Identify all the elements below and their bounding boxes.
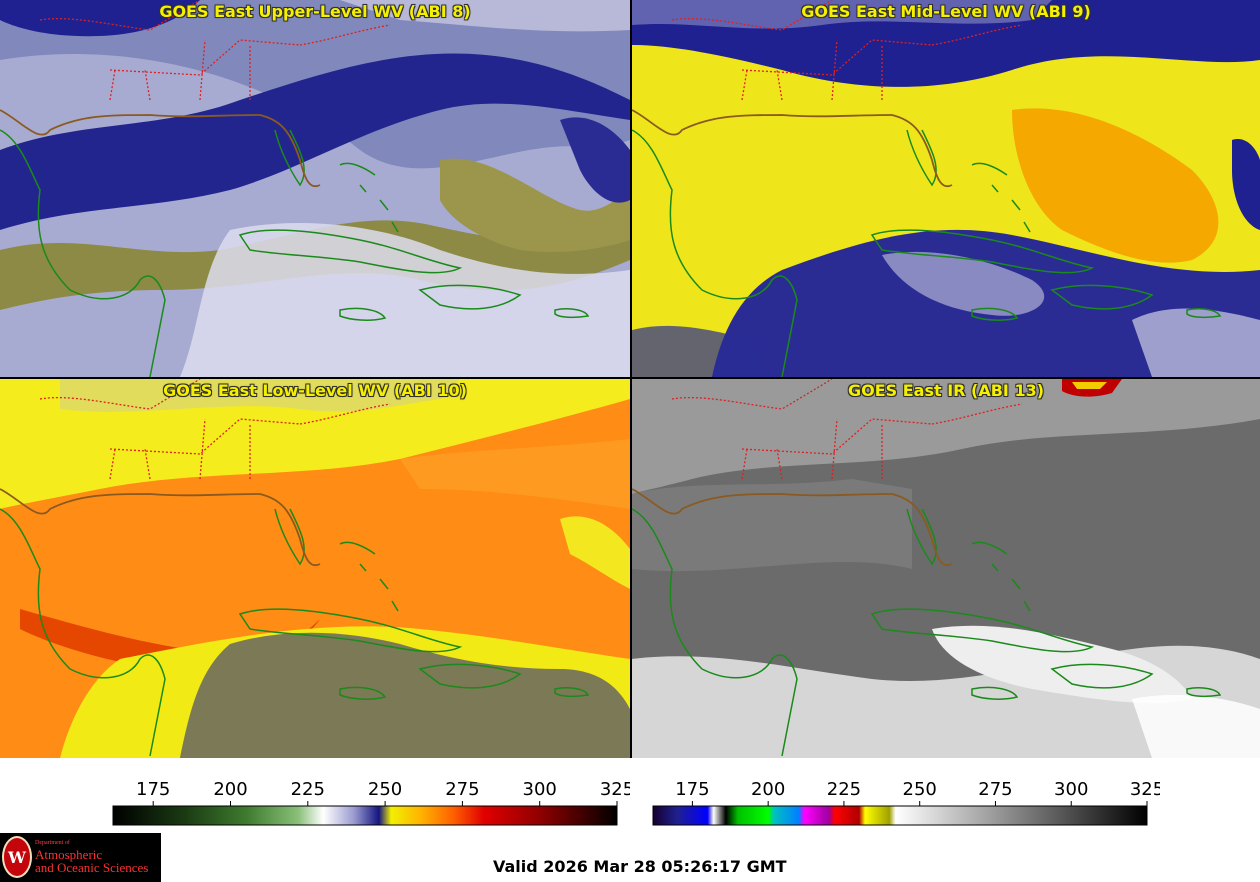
- state-border: [741, 418, 933, 455]
- coastline: [906, 129, 937, 187]
- coastline: [1050, 663, 1154, 689]
- coastline: [554, 687, 590, 698]
- coastline: [1186, 308, 1222, 319]
- state-border: [39, 0, 201, 31]
- coastline: [418, 284, 522, 310]
- coastline: [238, 229, 463, 274]
- state-border: [109, 418, 301, 455]
- coastline: [971, 686, 1019, 700]
- us-coastline: [632, 109, 953, 188]
- colorbar-gradient: [112, 805, 618, 826]
- state-border: [39, 379, 201, 410]
- uw-seal-icon: W: [2, 836, 32, 878]
- coastline: [632, 508, 798, 757]
- panel-title: GOES East IR (ABI 13): [847, 381, 1045, 400]
- colorbar-wv-svg: 175 200 225 250 275 300 325: [112, 779, 630, 826]
- panel-upper-level-wv: GOES East Upper-Level WV (ABI 8): [0, 0, 630, 377]
- colorbar-tick-label: 325: [600, 779, 630, 800]
- state-border: [109, 39, 301, 76]
- state-border: [671, 379, 833, 410]
- panel-title: GOES East Low-Level WV (ABI 10): [163, 381, 467, 400]
- colorbar-tick-label: 275: [445, 779, 479, 800]
- valid-time: Valid 2026 Mar 28 05:26:17 GMT: [493, 857, 787, 876]
- coastline: [870, 608, 1095, 653]
- coastline: [339, 162, 399, 233]
- ir-imagery: [632, 379, 1260, 758]
- us-coastline: [632, 488, 953, 567]
- map-outlines: [0, 379, 590, 757]
- coastline: [870, 229, 1095, 274]
- upper-level-wv-imagery: [0, 0, 630, 377]
- coastline: [971, 162, 1031, 233]
- colorbar-tick-label: 300: [523, 779, 557, 800]
- map-outlines: [632, 0, 1222, 377]
- coastline: [418, 663, 522, 689]
- us-coastline: [0, 488, 321, 567]
- panel-low-level-wv: GOES East Low-Level WV (ABI 10): [0, 379, 630, 758]
- coastline: [339, 307, 387, 321]
- panel-divider-vertical: [630, 0, 632, 758]
- aos-logo: W Department of Atmospheric and Oceanic …: [0, 833, 161, 882]
- map-outlines: [632, 379, 1222, 757]
- state-border: [671, 0, 833, 31]
- colorbar-wv: 175 200 225 250 275 300 325: [100, 770, 630, 830]
- state-border: [931, 24, 1023, 46]
- coastline: [554, 308, 590, 319]
- state-border: [931, 403, 1023, 425]
- state-border: [299, 24, 391, 46]
- coastline: [339, 541, 399, 612]
- us-coastline: [0, 109, 321, 188]
- colorbar-tick-label: 225: [827, 779, 861, 800]
- coastline: [632, 129, 798, 377]
- coastline: [971, 541, 1031, 612]
- colorbar-tick-label: 175: [136, 779, 170, 800]
- map-outlines: [0, 0, 590, 377]
- mid-level-wv-imagery: [632, 0, 1260, 377]
- panel-title: GOES East Upper-Level WV (ABI 8): [159, 2, 471, 21]
- coastline: [1050, 284, 1154, 310]
- panel-mid-level-wv: GOES East Mid-Level WV (ABI 9): [632, 0, 1260, 377]
- coastline: [274, 129, 305, 187]
- colorbar-ir: 175 200 225 250 275 300 325: [640, 770, 1160, 830]
- colorbar-tick-label: 275: [978, 779, 1012, 800]
- logo-dept: Department of: [35, 840, 70, 846]
- state-border: [299, 403, 391, 425]
- colorbar-gradient: [652, 805, 1148, 826]
- colorbar-tick-label: 300: [1054, 779, 1088, 800]
- coastline: [906, 508, 937, 566]
- colorbar-tick-label: 200: [751, 779, 785, 800]
- coastline: [0, 129, 166, 377]
- logo-line-1: Atmospheric: [35, 847, 103, 862]
- coastline: [971, 307, 1019, 321]
- coastline: [0, 508, 166, 757]
- coastline: [1186, 687, 1222, 698]
- coastline: [339, 686, 387, 700]
- colorbar-tick-label: 250: [368, 779, 402, 800]
- colorbar-tick-label: 200: [213, 779, 247, 800]
- low-level-wv-imagery: [0, 379, 630, 758]
- colorbar-tick-label: 250: [903, 779, 937, 800]
- panel-title: GOES East Mid-Level WV (ABI 9): [801, 2, 1091, 21]
- colorbar-ir-svg: 175 200 225 250 275 300 325: [652, 779, 1160, 826]
- logo-line-2: and Oceanic Sciences: [35, 860, 149, 875]
- colorbar-tick-label: 225: [291, 779, 325, 800]
- panel-divider-horizontal: [0, 377, 1260, 379]
- state-border: [741, 39, 933, 76]
- colorbar-tick-label: 175: [675, 779, 709, 800]
- panel-ir: GOES East IR (ABI 13): [632, 379, 1260, 758]
- colorbar-tick-label: 325: [1130, 779, 1160, 800]
- coastline: [274, 508, 305, 566]
- coastline: [238, 608, 463, 653]
